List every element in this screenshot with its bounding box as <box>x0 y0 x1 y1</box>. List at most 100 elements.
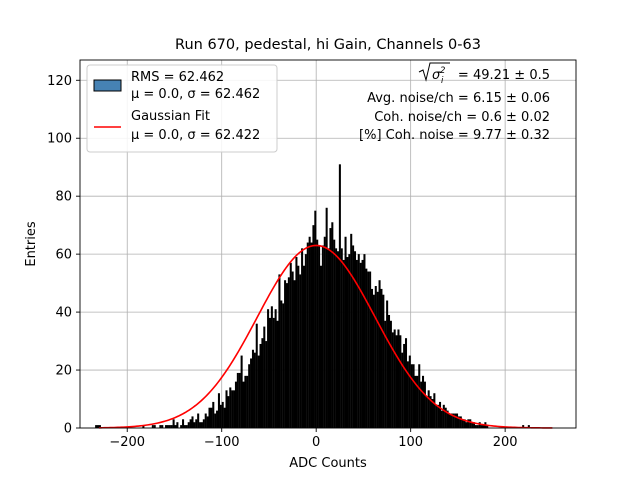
histogram-bar <box>97 425 100 428</box>
histogram-bar <box>214 413 217 428</box>
histogram-bar <box>382 294 385 428</box>
histogram-bar <box>410 364 413 428</box>
legend-fit-stats: μ = 0.0, σ = 62.422 <box>131 128 260 143</box>
histogram-bar <box>380 288 383 428</box>
histogram-bar <box>478 422 481 428</box>
histogram-bar <box>231 390 234 428</box>
histogram-bar <box>185 425 188 428</box>
histogram-bar <box>386 300 389 428</box>
y-tick-label: 20 <box>55 364 72 379</box>
histogram-bar <box>350 233 353 428</box>
histogram-bar <box>414 375 417 428</box>
histogram-bar <box>248 364 251 428</box>
legend-rms-stats: μ = 0.0, σ = 62.462 <box>131 87 260 102</box>
histogram-bar <box>374 286 377 428</box>
histogram-bar <box>168 425 171 428</box>
histogram-bar <box>401 352 404 428</box>
histogram-bar <box>395 335 398 428</box>
histogram-bar <box>199 422 202 428</box>
histogram-bar <box>439 401 442 428</box>
histogram-bar <box>467 419 470 428</box>
sigma-symbol: σ <box>432 68 441 83</box>
histogram-bars <box>95 164 530 429</box>
chart-title: Run 670, pedestal, hi Gain, Channels 0-6… <box>175 37 481 53</box>
histogram-bar <box>240 355 243 428</box>
histogram-bar <box>389 320 392 428</box>
histogram-bar <box>289 262 292 428</box>
histogram-bar <box>435 404 438 428</box>
histogram-bar <box>403 343 406 428</box>
histogram-bar <box>316 239 319 428</box>
histogram-bar <box>440 410 443 428</box>
histogram-bar <box>412 364 415 428</box>
histogram-bar <box>304 254 307 428</box>
histogram-bar <box>522 425 525 428</box>
histogram-bar <box>287 277 290 428</box>
histogram-bar <box>223 407 226 428</box>
histogram-bar <box>191 416 194 428</box>
histogram-bar <box>314 210 317 428</box>
histogram-bar <box>480 425 483 428</box>
histogram-bar <box>454 413 457 428</box>
histogram-bar <box>299 274 302 428</box>
histogram-bar <box>348 254 351 428</box>
noise-annotations: σ 2 i = 49.21 ± 0.5 Avg. noise/ch = 6.15… <box>359 62 550 143</box>
histogram-bar <box>195 419 198 428</box>
histogram-bar <box>233 390 236 428</box>
histogram-bar <box>327 248 330 428</box>
histogram-bar <box>159 425 162 428</box>
histogram-bar <box>399 335 402 428</box>
histogram-bar <box>212 401 215 428</box>
histogram-bar <box>263 326 266 428</box>
histogram-bar <box>204 413 207 428</box>
histogram-bar <box>270 306 273 428</box>
histogram-bar <box>355 259 358 428</box>
pct-coh-noise-annotation: [%] Coh. noise = 9.77 ± 0.32 <box>359 128 550 143</box>
histogram-bar <box>200 422 203 428</box>
histogram-bar <box>236 372 239 428</box>
histogram-bar <box>461 419 464 428</box>
histogram-bar <box>250 358 253 428</box>
histogram-bar <box>340 248 343 428</box>
y-tick-label: 120 <box>47 74 72 89</box>
histogram-bar <box>416 375 419 428</box>
avg-noise-annotation: Avg. noise/ch = 6.15 ± 0.06 <box>367 91 550 106</box>
histogram-bar <box>302 265 306 428</box>
histogram-bar <box>176 422 179 428</box>
histogram-bar <box>267 309 270 428</box>
histogram-bar <box>174 425 177 428</box>
y-tick-label: 60 <box>55 248 72 263</box>
legend: RMS = 62.462 μ = 0.0, σ = 62.462 Gaussia… <box>86 64 278 153</box>
histogram-bar <box>229 387 232 428</box>
histogram-bar <box>463 419 466 428</box>
histogram-bar <box>425 396 428 428</box>
histogram-bar <box>333 239 336 428</box>
histogram-bar <box>365 268 368 428</box>
histogram-bar <box>418 364 421 428</box>
histogram-bar <box>151 425 154 428</box>
histogram-bar <box>187 422 190 428</box>
gaussian-fit-line <box>98 244 553 429</box>
histogram-bar <box>437 404 440 428</box>
histogram-bar <box>261 338 264 428</box>
histogram-bar <box>471 422 474 428</box>
x-tick-label: −200 <box>109 435 145 450</box>
histogram-bar <box>352 245 355 428</box>
histogram-bar <box>272 317 275 428</box>
histogram-bar <box>285 283 288 428</box>
histogram-bar <box>323 236 326 428</box>
histogram-bar <box>429 396 432 428</box>
histogram-bar <box>527 425 530 428</box>
axis-ticks: −200 −100 0 100 200 0 20 40 60 80 100 120 <box>47 74 517 450</box>
histogram-bar <box>265 341 268 428</box>
histogram-bar <box>244 375 247 428</box>
histogram-bar <box>473 422 476 428</box>
histogram-bar <box>391 332 394 428</box>
histogram-bar <box>452 413 455 428</box>
histogram-bar <box>431 399 434 428</box>
histogram-bar <box>165 425 168 428</box>
histogram-bar <box>217 393 220 428</box>
histogram-bar <box>197 413 200 428</box>
histogram-bar <box>393 329 396 428</box>
histogram-bar <box>378 280 381 428</box>
